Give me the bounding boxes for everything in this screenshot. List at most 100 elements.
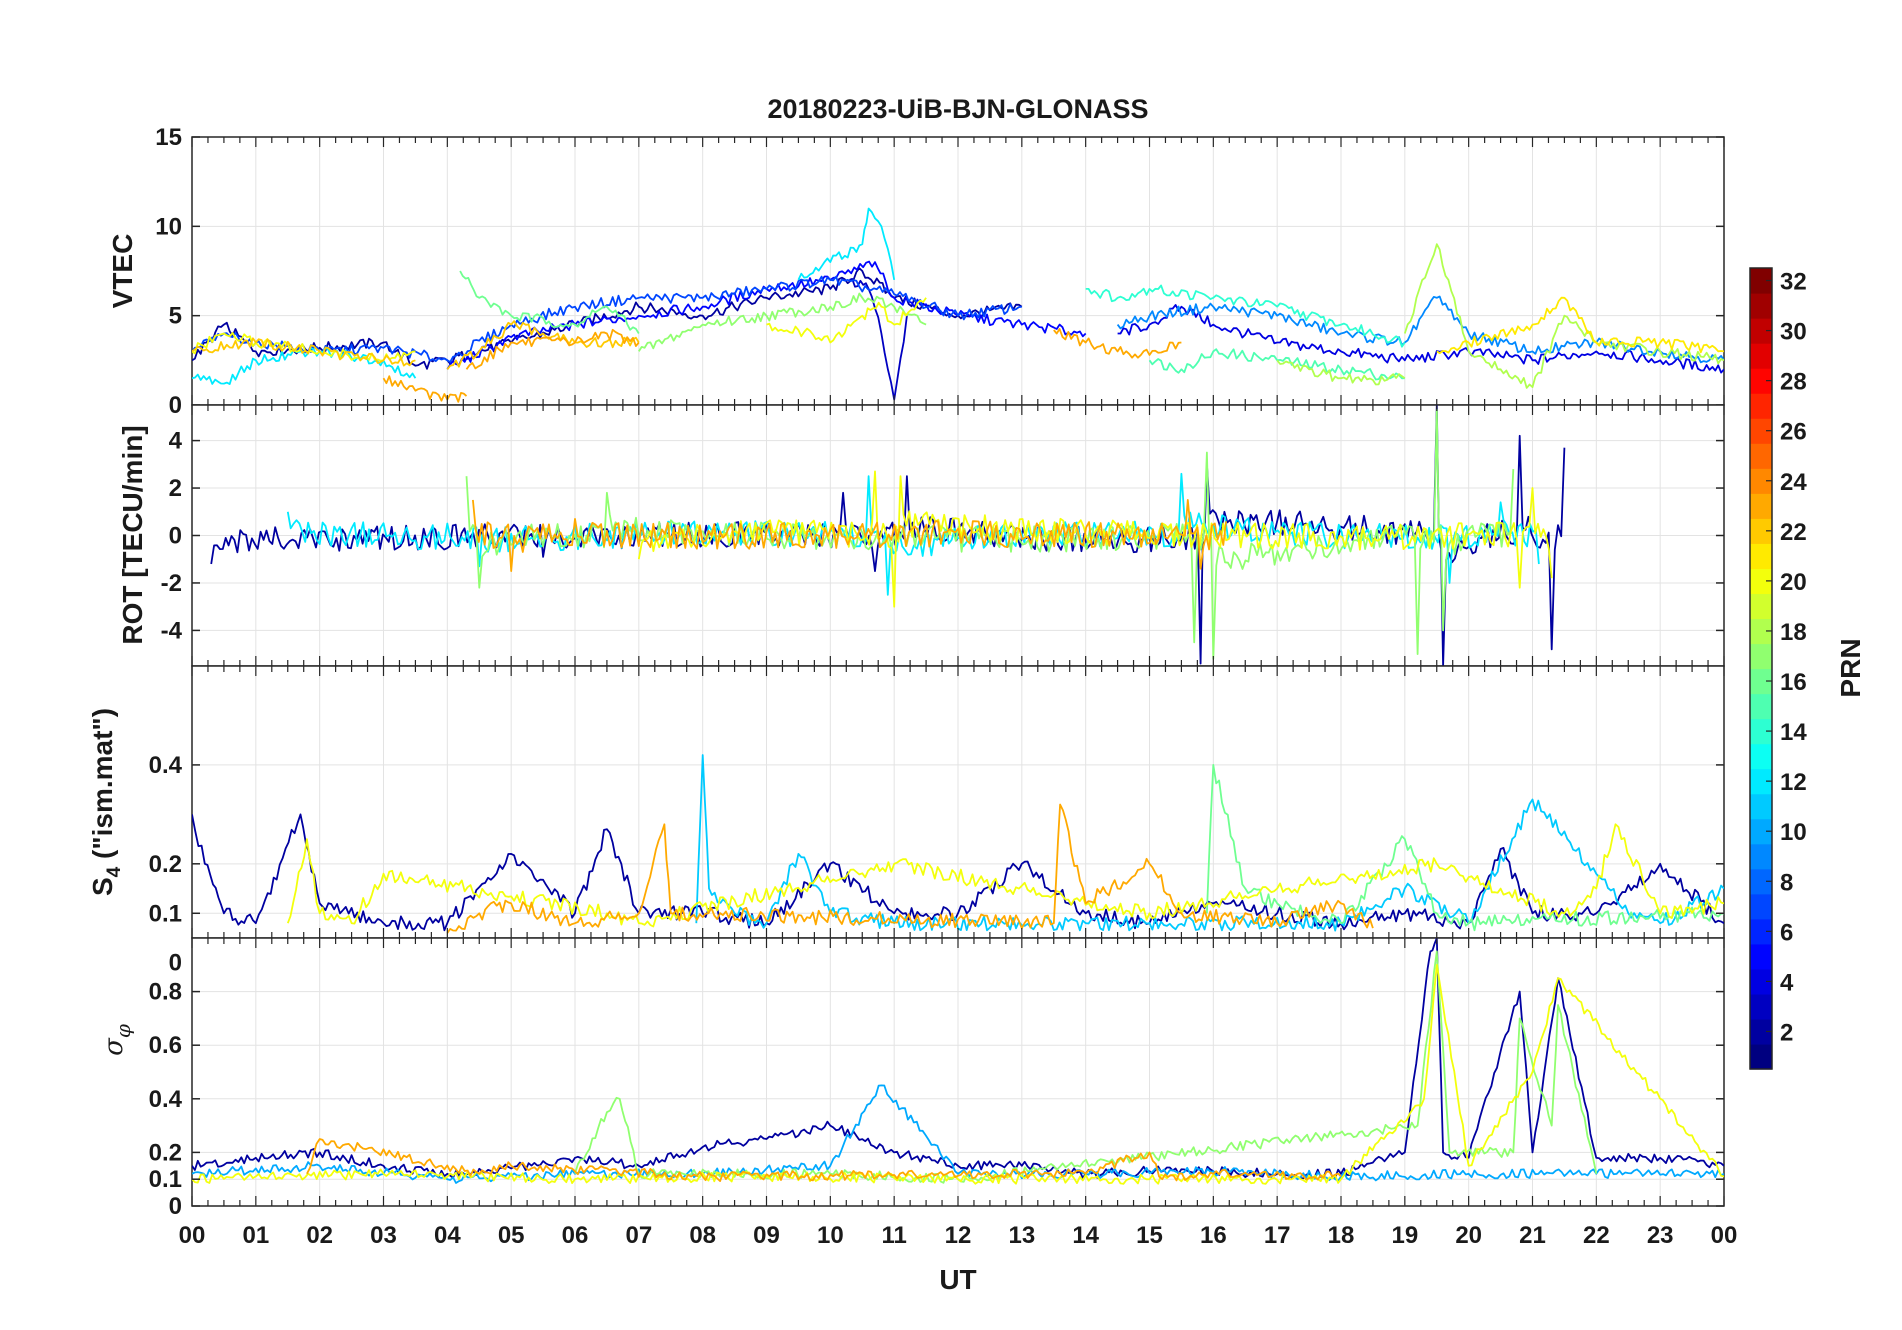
x-tick-label: 17 [1264,1222,1291,1249]
colorbar-step [1750,568,1772,595]
series-prn-22 [192,337,416,367]
colorbar-step [1750,493,1772,519]
colorbar-step [1750,443,1772,469]
y-tick-label: 4 [169,428,183,455]
ylabel-rot: ROT [TECU/min] [117,425,148,644]
series-prn-22 [446,320,640,370]
colorbar-step [1750,518,1772,544]
colorbar-step [1750,893,1772,920]
ylabel-vtec: VTEC [107,234,138,309]
colorbar-tick-label: 4 [1780,969,1794,996]
colorbar-step [1750,818,1772,845]
colorbar-step [1750,868,1772,895]
colorbar-tick-label: 6 [1780,919,1793,946]
series-prn-18 [1403,243,1724,389]
colorbar-tick-label: 10 [1780,819,1807,846]
colorbar-step [1750,943,1772,970]
series-prn-4 [1117,304,1724,374]
series-prn-20 [286,823,1724,928]
x-tick-label: 16 [1200,1222,1227,1249]
panel-s4: 0 0.1 0.2 0.4 S4 ("ism.mat") [87,665,1725,977]
colorbar-step [1750,743,1772,770]
y-tick-label: 0.1 [149,1166,182,1193]
colorbar-tick-label: 28 [1780,369,1807,396]
xlabel: UT [939,1264,976,1295]
colorbar-gradient [1750,268,1772,1070]
colorbar-step [1750,593,1772,620]
series-prn-20 [192,332,416,362]
colorbar-step [1750,718,1772,745]
series-prn-12 [286,472,1540,596]
x-ticks: 00 01 02 03 04 05 06 07 08 09 10 11 12 13 14 15 16 17 18 19… [179,1222,1738,1249]
y-tick-label: 0.2 [149,851,182,878]
x-tick-label: 08 [689,1222,716,1249]
x-tick-label: 21 [1519,1222,1546,1249]
colorbar-step [1750,918,1772,945]
y-ticks: 00.10.20.40.60.8 [149,938,1725,1220]
x-tick-label: 11 [881,1222,906,1249]
colorbar-step [1750,768,1772,795]
y-tick-label: 15 [155,124,182,151]
x-tick-label: 23 [1647,1222,1674,1249]
y-ticks: -4 -2 0 2 4 [161,405,1725,666]
series-group [192,207,1724,403]
colorbar-step [1750,368,1772,394]
colorbar-label: PRN [1835,638,1866,697]
ylabel-sigma: σφ [99,1024,135,1056]
series-prn-23 [472,499,1227,572]
x-tick-label: 15 [1136,1222,1163,1249]
series-prn-7 [192,275,1022,363]
panel-sigma: 00.10.20.40.60.8 σφ [99,937,1725,1220]
series-prn-23 [465,328,640,370]
series-group [210,405,1566,666]
series-prn-23 [1053,328,1182,359]
series-group [192,938,1724,1185]
y-tick-label: 0.4 [149,752,183,779]
y-tick-label: 0 [169,1193,182,1220]
y-tick-label: 10 [155,213,182,240]
colorbar-tick-label: 8 [1780,869,1793,896]
x-tick-label: 09 [753,1222,780,1249]
colorbar-tick-label: 32 [1780,269,1807,296]
y-tick-label: 0 [169,523,182,550]
colorbar-tick-label: 30 [1780,319,1807,346]
colorbar-step [1750,418,1772,444]
x-tick-label: 14 [1072,1222,1099,1249]
series-prn-20 [192,963,1724,1185]
series-prn-18 [1276,359,1406,386]
x-tick-label: 12 [945,1222,972,1249]
colorbar-step [1750,318,1772,344]
x-tick-label: 10 [817,1222,844,1249]
colorbar-step [1750,793,1772,820]
x-tick-label: 07 [625,1222,652,1249]
x-tick-label: 01 [242,1222,269,1249]
colorbar-tick-label: 24 [1780,469,1807,496]
series-prn-16 [459,270,640,334]
series-prn-20 [637,470,1553,608]
series-prn-14 [1085,284,1406,348]
x-tick-label: 04 [434,1222,461,1249]
colorbar-step [1750,668,1772,695]
series-prn-23 [306,1138,1342,1182]
y-tick-label: -2 [161,570,182,597]
series-prn-23 [382,375,468,403]
y-ticks: 0 5 10 15 [155,124,1725,419]
x-tick-label: 05 [498,1222,525,1249]
colorbar-step [1750,393,1772,419]
colorbar-step [1750,1043,1772,1070]
series-prn-23 [446,803,1374,934]
colorbar-step [1750,268,1772,294]
x-tick-label: 06 [562,1222,589,1249]
y-tick-label: 0 [169,950,182,977]
series-prn-17 [638,292,927,352]
colorbar-step [1750,468,1772,494]
x-tick-label: 18 [1328,1222,1355,1249]
y-tick-label: 0.2 [149,1139,182,1166]
colorbar-tick-label: 22 [1780,519,1807,546]
colorbar-tick-label: 20 [1780,569,1807,596]
colorbar-step [1750,1018,1772,1045]
x-tick-label: 00 [179,1222,206,1249]
